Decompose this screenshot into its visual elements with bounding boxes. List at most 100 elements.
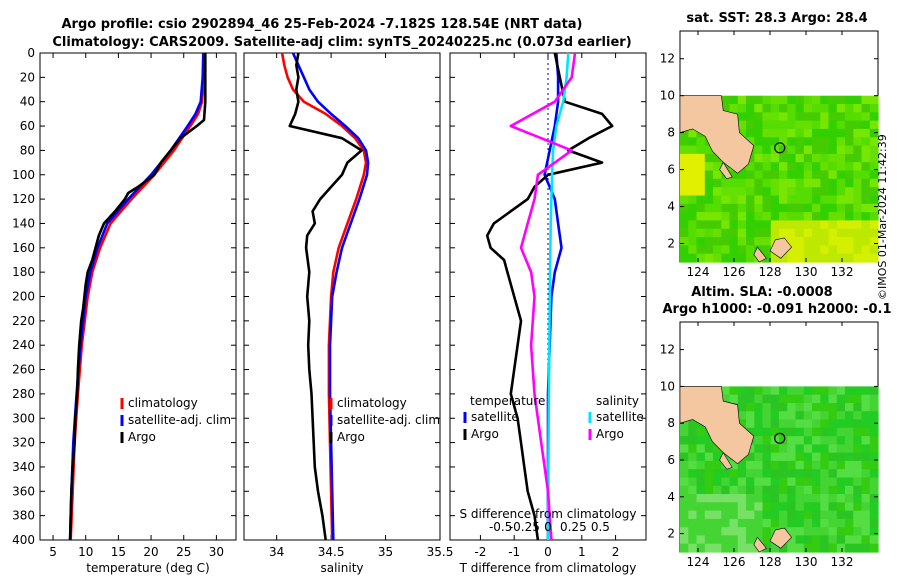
sst-map-cell [869,162,879,172]
sla-map-cell [787,527,797,537]
temperature-xtick-label: 15 [111,545,126,559]
sst-map-cell [820,203,830,213]
sst-map-cell [688,170,698,180]
sla-map-cell [754,510,764,520]
sst-map-cell [721,237,731,246]
sla-map-cell [713,469,722,479]
sla-map-cell [803,394,813,404]
sst-map-cell [861,128,871,138]
sst-map-cell [845,153,854,163]
sst-map-cell [787,237,797,246]
sst-map-cell [795,128,805,138]
sst-map-cell [845,237,854,246]
sst-map-cell [803,137,813,147]
sla-map-cell [845,510,854,520]
sla-map-cell [746,419,755,429]
sla-map-cell [803,494,813,503]
sla-map-cell [787,427,797,437]
sst-map-cell [729,203,739,213]
sst-map-cell [836,245,846,255]
sst-map-cell [803,145,813,155]
sla-map-cell [845,535,854,545]
sla-map-cell [787,469,797,479]
s-difference-xtick-label: -0.25 [509,520,540,534]
sst-map-cell [836,128,846,138]
depth-ytick-label: 260 [12,363,35,377]
sla-map-cell [845,477,854,487]
sla-map-cell [845,502,854,512]
sst-map-cell [696,153,706,163]
sla-map-ytick-label: 2 [667,527,675,541]
sst-map-cell [828,162,838,172]
sla-map-cell [869,427,879,437]
sst-map-cell [845,253,854,263]
sla-map-cell [787,403,797,412]
sst-map-cell [713,253,722,263]
sst-map-cell [853,162,863,172]
depth-ytick-label: 380 [12,509,35,523]
sst-map-cell [861,104,871,113]
sst-map-cell [836,112,846,122]
sla-map-cell [779,427,788,437]
sla-map-cell [696,477,706,487]
sla-map-cell [754,386,764,396]
sst-map-cell [737,104,747,113]
sst-map-cell [853,137,863,147]
sla-map-cell [696,518,706,528]
sla-map-cell [803,436,813,445]
sla-map-cell [754,452,764,462]
sla-map-cell [869,485,879,495]
sla-map-cell [729,527,739,537]
sst-map-cell [762,237,772,246]
sla-map-cell [820,494,830,503]
sst-map-cell [869,212,879,221]
sst-map-cell [779,95,788,105]
sla-map-cell [721,469,731,479]
sst-map-cell [820,187,830,197]
sla-map-cell [853,403,863,412]
sla-map-cell [845,452,854,462]
sla-map-cell [746,394,755,404]
sla-map-cell [828,543,838,553]
sst-map-cell [828,137,838,147]
plots: 5 10 15 20 25 3002040608010012014016018020022… [12,11,891,575]
sla-map-cell [812,502,821,512]
sst-map-cell [688,195,698,205]
sla-map-cell [737,502,747,512]
sst-map-cell [754,220,764,230]
sla-map-cell [812,494,821,503]
sla-map-cell [770,427,780,437]
sst-map-cell [836,162,846,172]
sst-map-cell [729,237,739,246]
sla-map-cell [853,460,863,470]
sla-map-cell [688,469,698,479]
sst-map-cell [688,245,698,255]
sla-map-cell [812,518,821,528]
sst-map-cell [795,203,805,213]
temperature-axes [39,52,237,541]
sla-map-cell [812,477,821,487]
sst-map-ytick-label: 8 [667,126,675,140]
sla-map-cell [680,494,689,503]
sla-map-cell [754,411,764,421]
sst-map-cell [828,187,838,197]
sst-map-cell [812,178,821,188]
sst-map-cell [828,228,838,238]
sst-map-cell [737,120,747,130]
sla-map-cell [688,452,698,462]
sla-map-cell [737,527,747,537]
sst-map-cell [704,153,714,163]
sst-map-cell [770,220,780,230]
sst-map-cell [713,187,722,197]
sst-map-cell [861,195,871,205]
sst-map-cell [746,137,755,147]
sla-map-cell [779,394,788,404]
sla-map-cell [803,403,813,412]
sst-map-cell [795,153,805,163]
salinity-legend-2-label: Argo [337,430,365,444]
sst-map-cell [836,212,846,221]
sst-map-cell [845,178,854,188]
sst-map-cell [704,245,714,255]
sst-map-cell [845,104,854,113]
sla-map-cell [795,477,805,487]
